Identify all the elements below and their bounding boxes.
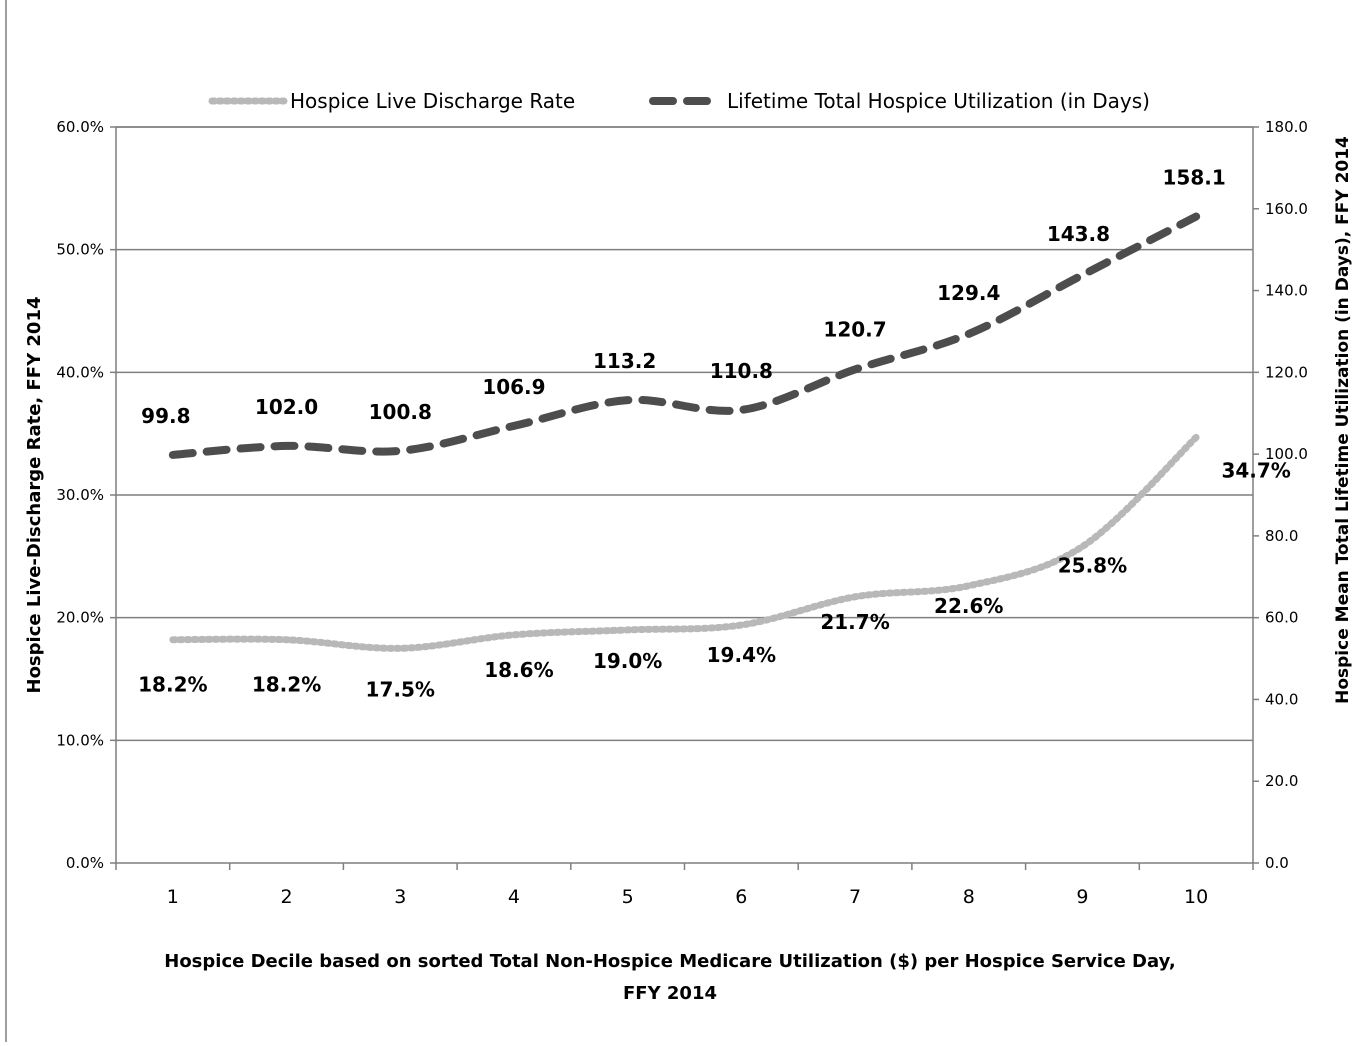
data-point-lifetime-utilization (284, 443, 290, 449)
right-tick-label: 40.0 (1265, 690, 1298, 708)
data-point-lifetime-utilization (511, 423, 517, 429)
x-tick-label: 8 (963, 886, 975, 908)
left-axis-ticks: 0.0% 10.0% 20.0% 30.0% 40.0% 50.0% 60.0% (56, 118, 116, 872)
left-axis-title: Hospice Live-Discharge Rate, FFY 2014 (24, 296, 45, 693)
right-axis-ticks: 0.0 20.0 40.0 60.0 80.0 100.0 120.0 140.0 160.0 1… (1253, 118, 1308, 872)
x-axis-ticks: 1 2 3 4 5 6 7 8 9 10 (115, 863, 1254, 908)
gridlines (116, 126, 1253, 742)
data-label-lifetime-utilization: 113.2 (593, 349, 656, 373)
right-tick-label: 120.0 (1265, 363, 1308, 381)
x-tick-label: 7 (849, 886, 861, 908)
x-tick-label: 2 (281, 886, 293, 908)
data-label-live-discharge: 21.7% (820, 610, 889, 634)
data-point-lifetime-utilization (1079, 272, 1085, 278)
left-tick-label: 60.0% (56, 118, 104, 136)
data-labels: 18.2% 18.2% 17.5% 18.6% 19.0% 19.4% 21.7% 22.6%… (138, 166, 1291, 702)
series-layer (168, 212, 1201, 652)
data-label-lifetime-utilization: 102.0 (255, 395, 318, 419)
data-label-live-discharge: 17.5% (366, 677, 435, 701)
data-point-lifetime-utilization (1193, 214, 1199, 220)
data-label-live-discharge: 34.7% (1221, 458, 1290, 482)
data-label-lifetime-utilization: 129.4 (937, 281, 1000, 305)
data-point-live-discharge (852, 594, 858, 600)
data-label-lifetime-utilization: 110.8 (710, 359, 773, 383)
left-tick-label: 30.0% (56, 486, 104, 504)
data-label-live-discharge: 18.2% (252, 673, 321, 697)
right-tick-label: 160.0 (1265, 200, 1308, 218)
right-tick-label: 80.0 (1265, 527, 1298, 545)
x-tick-label: 9 (1076, 886, 1088, 908)
data-point-live-discharge (511, 632, 517, 638)
x-tick-label: 10 (1184, 886, 1208, 908)
legend-label-live-discharge: Hospice Live Discharge Rate (290, 89, 575, 113)
data-point-live-discharge (1193, 434, 1199, 440)
left-tick-label: 0.0% (66, 854, 104, 872)
data-label-live-discharge: 19.0% (593, 649, 662, 673)
data-label-live-discharge: 25.8% (1058, 554, 1127, 578)
series-line-live-discharge (169, 433, 1200, 652)
data-label-lifetime-utilization: 158.1 (1163, 166, 1226, 190)
data-point-live-discharge (966, 583, 972, 589)
data-label-live-discharge: 18.2% (138, 673, 207, 697)
data-point-live-discharge (1079, 544, 1085, 550)
data-point-lifetime-utilization (397, 448, 403, 454)
series-line-lifetime-utilization (168, 212, 1201, 459)
data-point-lifetime-utilization (852, 366, 858, 372)
x-axis-title-line-2: FFY 2014 (623, 983, 717, 1004)
x-tick-label: 6 (735, 886, 747, 908)
data-point-live-discharge (170, 637, 176, 643)
x-tick-label: 3 (394, 886, 406, 908)
data-point-lifetime-utilization (625, 397, 631, 403)
right-tick-label: 100.0 (1265, 445, 1308, 463)
right-axis-title: Hospice Mean Total Lifetime Utilization … (1333, 136, 1353, 704)
data-point-live-discharge (738, 622, 744, 628)
left-tick-label: 10.0% (56, 731, 104, 749)
data-point-lifetime-utilization (738, 407, 744, 413)
data-label-lifetime-utilization: 100.8 (369, 400, 432, 424)
data-point-lifetime-utilization (170, 452, 176, 458)
data-label-live-discharge: 18.6% (484, 658, 553, 682)
data-point-live-discharge (284, 637, 290, 643)
data-label-lifetime-utilization: 106.9 (482, 375, 545, 399)
data-point-live-discharge (625, 627, 631, 633)
right-tick-label: 140.0 (1265, 282, 1308, 300)
x-axis-title-line-1: Hospice Decile based on sorted Total Non… (164, 951, 1176, 972)
data-point-live-discharge (397, 645, 403, 651)
legend: Hospice Live Discharge Rate Lifetime Tot… (208, 89, 1150, 113)
data-label-lifetime-utilization: 120.7 (823, 317, 886, 341)
left-tick-label: 40.0% (56, 363, 104, 381)
x-tick-label: 1 (167, 886, 179, 908)
legend-label-lifetime-utilization: Lifetime Total Hospice Utilization (in D… (727, 89, 1150, 113)
right-tick-label: 0.0 (1265, 854, 1289, 872)
right-tick-label: 20.0 (1265, 772, 1298, 790)
data-label-lifetime-utilization: 99.8 (141, 404, 190, 428)
data-label-lifetime-utilization: 143.8 (1047, 222, 1110, 246)
data-label-live-discharge: 22.6% (934, 594, 1003, 618)
right-tick-label: 180.0 (1265, 118, 1308, 136)
left-tick-label: 50.0% (56, 241, 104, 259)
x-tick-label: 4 (508, 886, 520, 908)
right-tick-label: 60.0 (1265, 609, 1298, 627)
data-point-lifetime-utilization (966, 331, 972, 337)
data-label-live-discharge: 19.4% (707, 643, 776, 667)
chart-frame (5, 0, 7, 1046)
x-tick-label: 5 (622, 886, 634, 908)
left-tick-label: 20.0% (56, 609, 104, 627)
